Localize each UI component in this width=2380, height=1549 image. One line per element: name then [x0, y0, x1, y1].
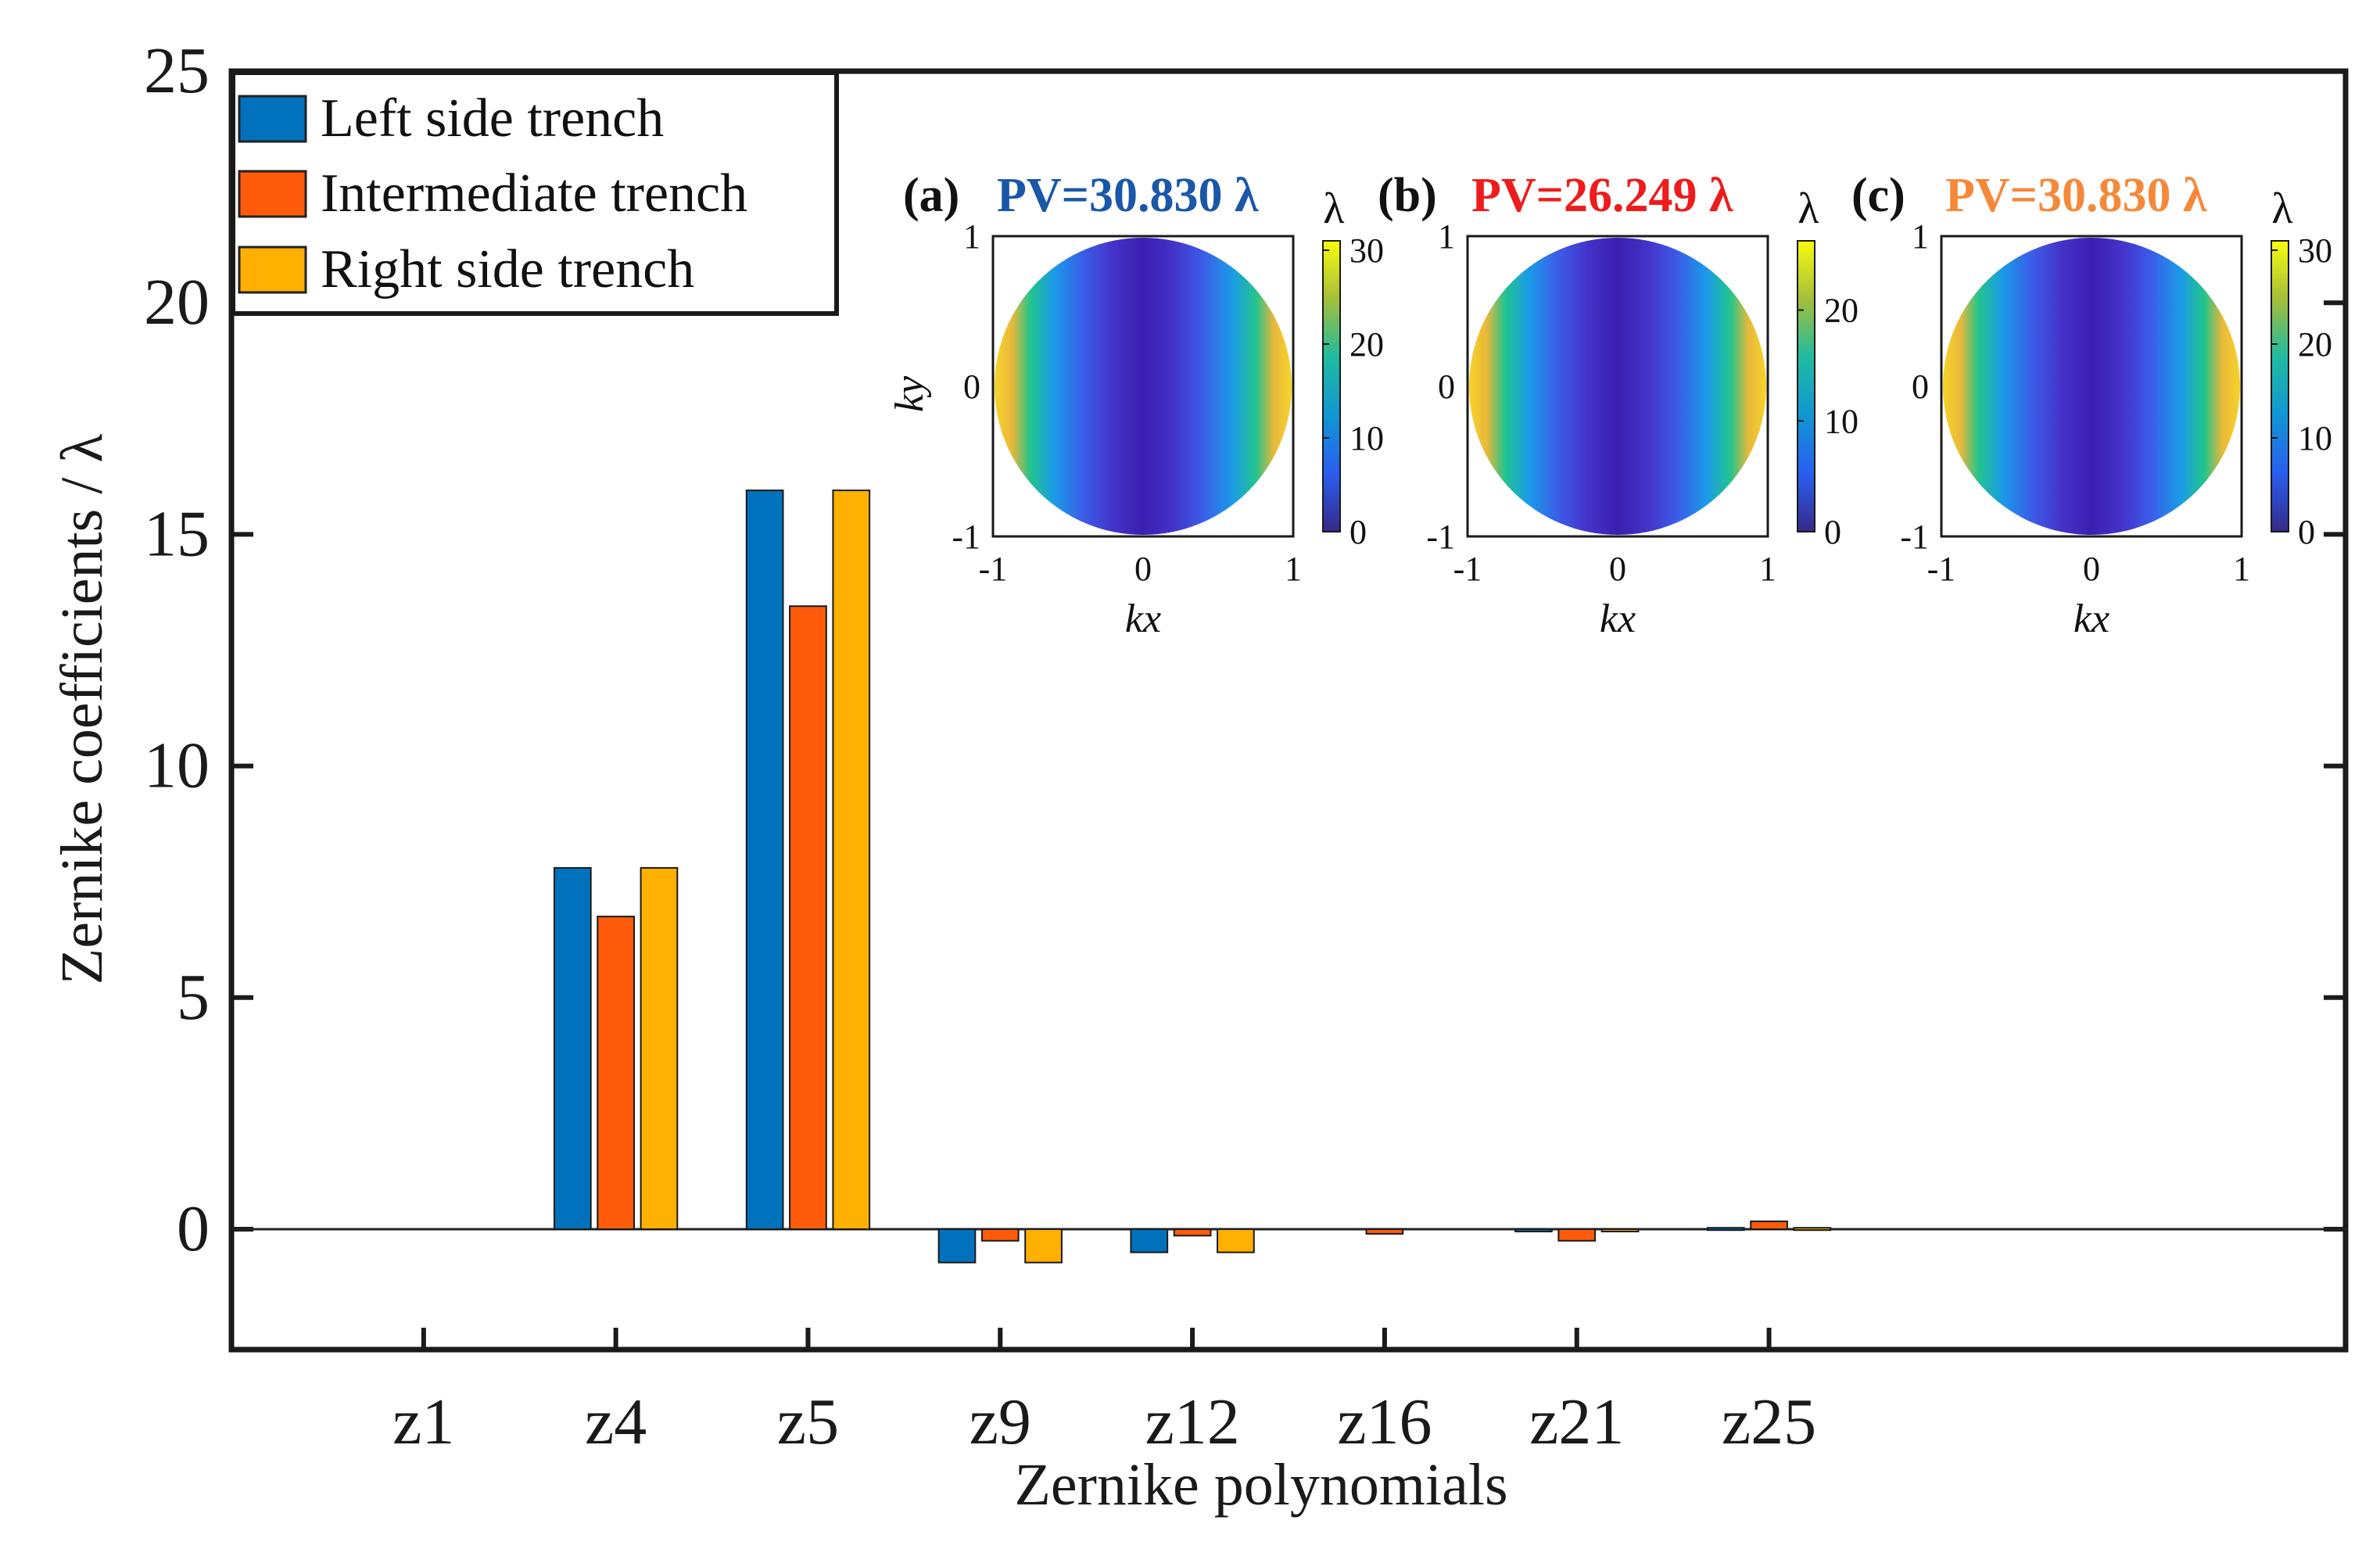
inset-a: (a) PV=30.830 λ -1-1 0 0 1 1 kx ky λ 0 10 20 30 [887, 169, 1384, 641]
colorbar [1797, 240, 1815, 532]
y-tick-label: 10 [144, 730, 210, 802]
x-tick-label-z5: z5 [777, 1386, 839, 1458]
inset-y-tick: -1 [952, 518, 980, 556]
inset-x-label: kx [1125, 597, 1161, 641]
inset-x-tick: 0 [1609, 550, 1626, 588]
inset-y-tick: 0 [1438, 368, 1455, 406]
legend-box [231, 70, 839, 316]
bar-left-side-trench-z9 [937, 1228, 977, 1264]
colorbar-tick: 20 [2298, 325, 2332, 364]
wavefront-disk [1943, 238, 2240, 535]
inset-x-tick: 1 [2233, 550, 2250, 588]
inset-x-label: kx [1600, 597, 1636, 641]
x-axis-title: Zernike polynomials [1014, 1452, 1507, 1518]
bar-right-side-trench-z25 [1793, 1227, 1832, 1232]
colorbar-tick: 0 [1824, 513, 1841, 551]
inset-panel-label: (b) [1378, 169, 1437, 222]
y-tick-label: 20 [144, 266, 210, 339]
colorbar-unit: λ [1798, 185, 1819, 233]
bar-intermediate-trench-z21 [1557, 1228, 1597, 1242]
inset-x-tick: 0 [1134, 550, 1152, 588]
inset-x-tick: 0 [2083, 550, 2100, 588]
colorbar-tick: 10 [1350, 419, 1384, 457]
colorbar-tick: 10 [2298, 419, 2332, 457]
colorbar-tick: 0 [2298, 513, 2315, 551]
legend-label-left: Left side trench [321, 88, 664, 149]
bar-right-side-trench-z9 [1024, 1228, 1063, 1264]
inset-panel-label: (c) [1851, 169, 1905, 222]
colorbar-tick: 30 [2298, 231, 2332, 270]
x-tick-label-z16: z16 [1337, 1386, 1432, 1458]
bar-left-side-trench-z4 [553, 866, 592, 1230]
inset-b: (b) PV=26.249 λ -1-1 0 0 1 1 kx λ 0 10 20 [1378, 169, 1858, 641]
bar-intermediate-trench-z12 [1173, 1228, 1212, 1237]
inset-panel-label: (a) [903, 169, 959, 222]
bar-intermediate-trench-z5 [789, 605, 827, 1230]
inset-pv-value: PV=30.830 λ [997, 169, 1259, 222]
legend-swatch-left [238, 95, 307, 143]
inset-y-tick: 1 [963, 217, 980, 256]
inset-pv-value: PV=30.830 λ [1945, 169, 2207, 222]
bar-intermediate-trench-z25 [1750, 1220, 1788, 1230]
colorbar-tick: 20 [1824, 292, 1858, 330]
x-tick-label-z9: z9 [970, 1386, 1031, 1458]
colorbar-tick: 0 [1350, 513, 1367, 551]
legend-label-intermediate: Intermediate trench [321, 163, 747, 224]
colorbar [1322, 240, 1341, 532]
y-tick-label: 15 [144, 497, 210, 570]
inset-x-label: kx [2074, 597, 2109, 641]
inset-y-tick: 0 [963, 368, 980, 406]
y-tick-label: 5 [177, 961, 210, 1034]
bar-intermediate-trench-z4 [597, 916, 635, 1230]
colorbar [2271, 240, 2289, 532]
bar-right-side-trench-z5 [832, 489, 871, 1230]
bar-series [553, 489, 1832, 1264]
x-tick-label-z1: z1 [392, 1386, 454, 1458]
inset-x-tick: -1 [1453, 550, 1482, 588]
y-axis-title: Zernike coefficients / λ [49, 434, 115, 985]
inset-x-tick: -1 [979, 550, 1008, 588]
legend-label-right: Right side trench [321, 239, 694, 299]
wavefront-disk [1469, 238, 1766, 535]
bar-right-side-trench-z12 [1217, 1228, 1255, 1253]
bar-right-side-trench-z21 [1600, 1228, 1640, 1232]
inset-x-tick: 1 [1285, 550, 1302, 588]
inset-y-tick: -1 [1426, 518, 1455, 556]
inset-y-tick: 1 [1438, 217, 1455, 256]
x-tick-label-z25: z25 [1722, 1386, 1816, 1458]
inset-x-tick: -1 [1927, 550, 1956, 588]
inset-x-tick: 1 [1759, 550, 1776, 588]
bar-right-side-trench-z4 [640, 866, 679, 1230]
bar-left-side-trench-z25 [1706, 1227, 1745, 1232]
x-tick-label-z4: z4 [585, 1386, 647, 1458]
wavefront-disk [995, 238, 1292, 535]
colorbar-tick: 10 [1824, 402, 1858, 440]
inset-y-tick: -1 [1900, 518, 1929, 556]
colorbar-unit: λ [1323, 185, 1344, 233]
legend-swatch-right [238, 246, 307, 294]
colorbar-unit: λ [2271, 185, 2292, 233]
inset-c: (c) PV=30.830 λ -1-1 0 0 1 1 kx λ 0 10 20 30 [1851, 169, 2332, 641]
colorbar-tick: 20 [1350, 325, 1384, 364]
colorbar-tick: 30 [1350, 231, 1384, 270]
y-tick-label: 0 [177, 1192, 210, 1265]
inset-y-tick: 1 [1912, 217, 1929, 256]
x-tick-label-z21: z21 [1529, 1386, 1624, 1458]
inset-y-tick: 0 [1912, 368, 1929, 406]
bar-left-side-trench-z5 [745, 489, 784, 1230]
bar-intermediate-trench-z16 [1365, 1228, 1404, 1235]
inset-y-label: ky [887, 375, 932, 412]
legend-swatch-intermediate [238, 170, 307, 218]
legend: Left side trench Intermediate trench Rig… [231, 70, 839, 316]
x-axis: z1 z4 z5 z9 z12 z16 z21 z25 [392, 1328, 1816, 1458]
bar-intermediate-trench-z9 [980, 1228, 1020, 1242]
bar-left-side-trench-z21 [1514, 1228, 1553, 1232]
y-tick-label: 25 [144, 34, 210, 107]
inset-pv-value: PV=26.249 λ [1471, 169, 1733, 222]
bar-left-side-trench-z12 [1130, 1228, 1169, 1253]
x-tick-label-z12: z12 [1145, 1386, 1239, 1458]
